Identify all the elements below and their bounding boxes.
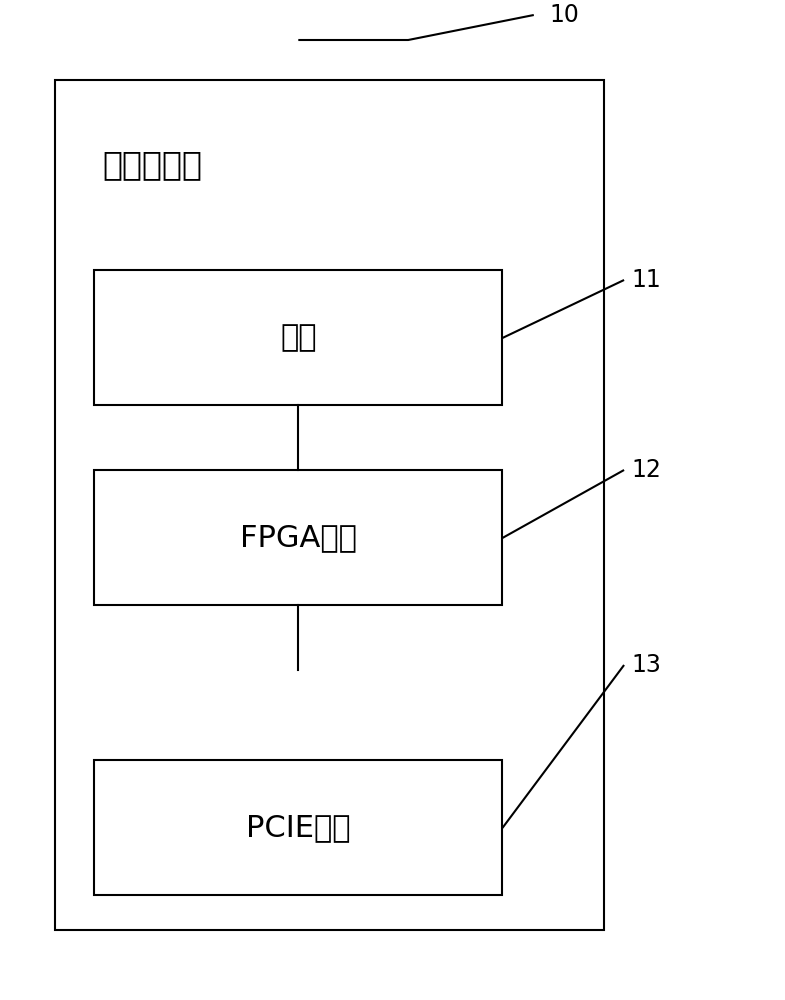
Text: 11: 11	[632, 268, 662, 292]
Bar	[94, 270, 502, 405]
Text: FPGA设备: FPGA设备	[240, 523, 356, 552]
Text: 12: 12	[632, 458, 662, 482]
Bar	[94, 760, 502, 895]
Text: 主机: 主机	[280, 323, 316, 352]
Text: 热插拔装置: 热插拔装置	[102, 148, 202, 182]
Bar	[55, 80, 604, 930]
Text: 10: 10	[550, 3, 579, 27]
Text: 13: 13	[632, 653, 662, 677]
Text: PCIE接口: PCIE接口	[246, 813, 351, 842]
Bar	[94, 470, 502, 605]
